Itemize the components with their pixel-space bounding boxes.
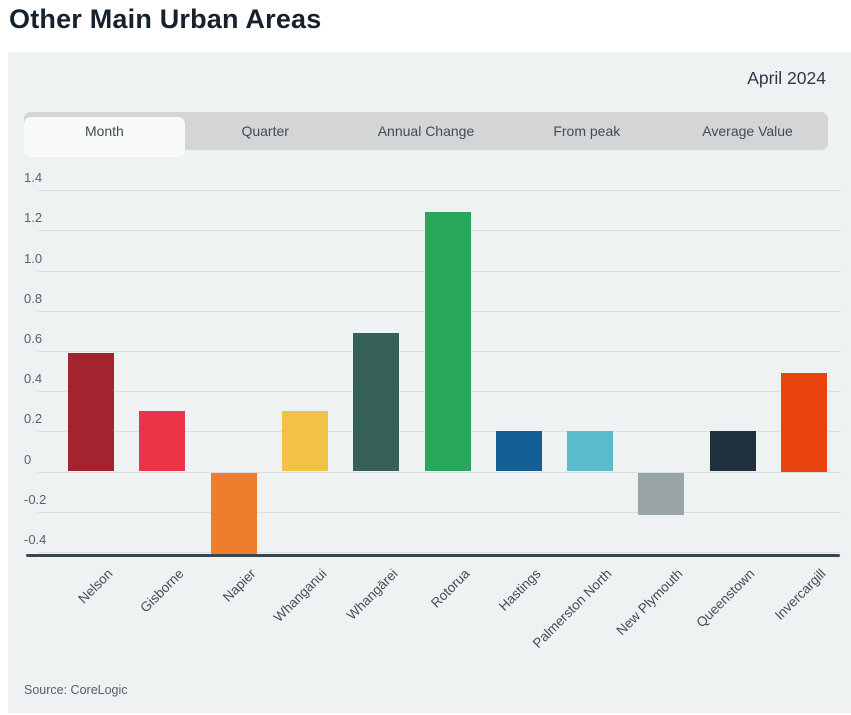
tab-quarter[interactable]: Quarter: [241, 123, 289, 139]
y-axis-label: 0.6: [24, 330, 43, 346]
x-label-new-plymouth: New Plymouth: [613, 566, 686, 639]
bar-whanganui[interactable]: [281, 411, 328, 472]
bar-invercargill[interactable]: [781, 373, 827, 472]
gridline--0.2: [38, 511, 841, 513]
bar-hastings[interactable]: [495, 431, 542, 472]
date-label: April 2024: [747, 68, 826, 88]
tab-annual-change[interactable]: Annual Change: [377, 123, 475, 139]
tab-bar: Month Quarter Annual Change From peak Averag…: [24, 112, 828, 157]
x-label-rotorua: Rotorua: [427, 566, 473, 611]
x-label-napier: Napier: [219, 566, 259, 605]
tab-average-value[interactable]: Average Value: [702, 123, 793, 139]
y-axis-label: -0.2: [24, 491, 47, 507]
y-axis-label: 0.8: [24, 290, 43, 306]
x-label-invercargill: Invercargill: [771, 566, 829, 623]
source-note: Source: CoreLogic: [24, 683, 128, 697]
gridline--0.4: [38, 551, 841, 553]
x-label-gisborne: Gisborne: [137, 566, 187, 616]
y-axis-label: 0.2: [24, 411, 43, 427]
bar-palmerston-north[interactable]: [567, 431, 614, 472]
gridline-0: [38, 471, 841, 473]
bar-gisborne[interactable]: [139, 411, 186, 472]
x-label-whanganui: Whanganui: [270, 566, 330, 625]
x-label-hastings: Hastings: [495, 566, 544, 614]
x-label-nelson: Nelson: [75, 566, 116, 607]
page-title: Other Main Urban Areas: [9, 4, 322, 34]
bar-nelson[interactable]: [68, 352, 114, 472]
gridline-1.4: [38, 190, 841, 192]
bar-rotorua[interactable]: [424, 212, 471, 472]
y-axis-label: 0: [24, 451, 32, 467]
x-label-whangarei: Whangārei: [344, 566, 401, 623]
bar-whangarei[interactable]: [353, 332, 400, 472]
y-axis-label: 1.4: [24, 170, 43, 186]
chart-panel: April 2024 Month Quarter Annual Change From…: [8, 52, 851, 713]
y-axis-label: 0.4: [24, 371, 43, 387]
x-axis-line: [26, 554, 840, 557]
tab-month[interactable]: Month: [24, 117, 185, 157]
bar-new-plymouth[interactable]: [638, 472, 685, 515]
bar-chart: 1.4 1.2 1.0 0.8 0.6 0.4 0.2 0 -0.2 -0.4 Nelson Gisb…: [24, 168, 841, 651]
x-label-queenstown: Queenstown: [693, 566, 758, 631]
bar-queenstown[interactable]: [709, 431, 756, 472]
y-axis-label: 1.0: [24, 250, 43, 266]
tab-from-peak[interactable]: From peak: [553, 123, 621, 139]
bar-napier[interactable]: [210, 472, 257, 555]
x-label-palmerston-north: Palmerston North: [529, 566, 615, 651]
y-axis-label: -0.4: [24, 531, 47, 547]
y-axis-label: 1.2: [24, 210, 43, 226]
